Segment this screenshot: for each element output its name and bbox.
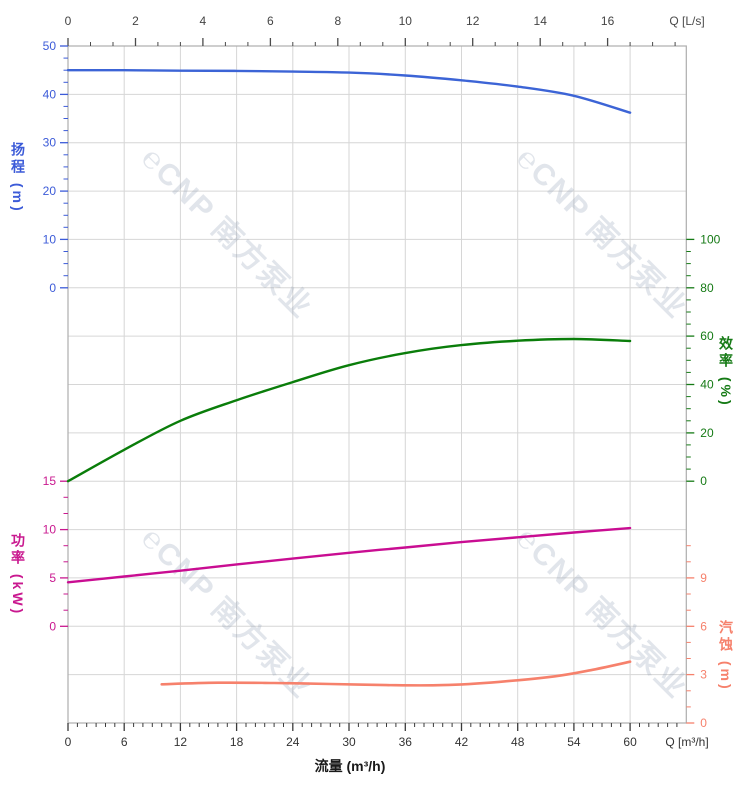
npsh-tick-label: 0	[700, 716, 707, 730]
x-tick-label: 0	[65, 735, 72, 749]
x-tick-label: 24	[286, 735, 300, 749]
efficiency-tick-label: 100	[700, 232, 720, 246]
head-curve	[66, 68, 632, 114]
watermark-logo-text: ℮CNP 南方泵业	[135, 521, 320, 706]
npsh-tick-label: 6	[700, 619, 707, 633]
x-tick-label: 60	[623, 735, 637, 749]
head-tick-label: 40	[43, 87, 57, 101]
gridlines	[68, 46, 687, 723]
x-tick-label: 36	[399, 735, 413, 749]
head-tick-label: 10	[43, 232, 57, 246]
efficiency-tick-label: 20	[700, 426, 714, 440]
x-top-tick-label: 14	[534, 14, 548, 28]
power-curve	[66, 526, 632, 584]
x-tick-label: 54	[567, 735, 581, 749]
head-axis-title: 扬程 (m)	[10, 142, 26, 214]
watermark-logo-text: ℮CNP 南方泵业	[135, 141, 320, 326]
efficiency-tick-label: 40	[700, 378, 714, 392]
x-top-tick-label: 16	[601, 14, 615, 28]
efficiency-tick-label: 0	[700, 474, 707, 488]
npsh-tick-label: 3	[700, 668, 707, 682]
watermarks: ℮CNP 南方泵业 ℮CNP 南方泵业℮CNP 南方泵业 ℮CNP 南方泵业	[135, 141, 695, 706]
power-axis-title: 功率 (kW)	[10, 533, 26, 617]
x-tick-label: 48	[511, 735, 525, 749]
npsh-curve	[160, 660, 632, 687]
power-tick-label: 5	[49, 571, 56, 585]
x-tick-label: 30	[342, 735, 356, 749]
npsh-tick-label: 9	[700, 571, 707, 585]
x-axis-title: 流量 (m³/h)	[314, 758, 386, 774]
power-tick-label: 0	[49, 619, 56, 633]
head-tick-label: 50	[43, 39, 57, 53]
x-tick-label: 18	[230, 735, 244, 749]
x-axis-bottom: 0 6 12 18 24 30 36 42 48 54 60	[65, 723, 678, 749]
efficiency-axis-title: 效率 (%)	[718, 336, 734, 408]
power-tick-label: 10	[43, 523, 57, 537]
head-tick-label: 20	[43, 184, 57, 198]
x-top-tick-label: 10	[399, 14, 413, 28]
x-top-tick-label: 0	[65, 14, 72, 28]
x-top-tick-label: 8	[334, 14, 341, 28]
efficiency-tick-label: 80	[700, 281, 714, 295]
x-top-tick-label: 4	[200, 14, 207, 28]
head-axis: 50 40 30 20 10 0	[43, 39, 68, 295]
x-bottom-unit-label: Q [m³/h]	[665, 735, 708, 749]
power-tick-label: 15	[43, 474, 57, 488]
efficiency-curve	[66, 337, 632, 483]
head-tick-label: 0	[49, 281, 56, 295]
x-tick-label: 6	[121, 735, 128, 749]
x-axis-top: 0 2 4 6 8 10 12 14 16	[65, 14, 676, 46]
npsh-axis-title: 汽蚀 (m)	[718, 620, 734, 692]
head-tick-label: 30	[43, 136, 57, 150]
efficiency-tick-label: 60	[700, 329, 714, 343]
npsh-axis: 9 6 3 0	[686, 545, 707, 730]
x-top-tick-label: 6	[267, 14, 274, 28]
x-tick-label: 12	[174, 735, 188, 749]
x-top-unit-label: Q [L/s]	[669, 14, 704, 28]
power-axis: 15 10 5 0	[43, 474, 68, 633]
x-tick-label: 42	[455, 735, 469, 749]
efficiency-axis: 100 80 60 40 20 0	[686, 232, 721, 488]
x-top-tick-label: 12	[466, 14, 480, 28]
x-top-tick-label: 2	[132, 14, 139, 28]
watermark-logo-text: ℮CNP 南方泵业	[510, 141, 695, 326]
